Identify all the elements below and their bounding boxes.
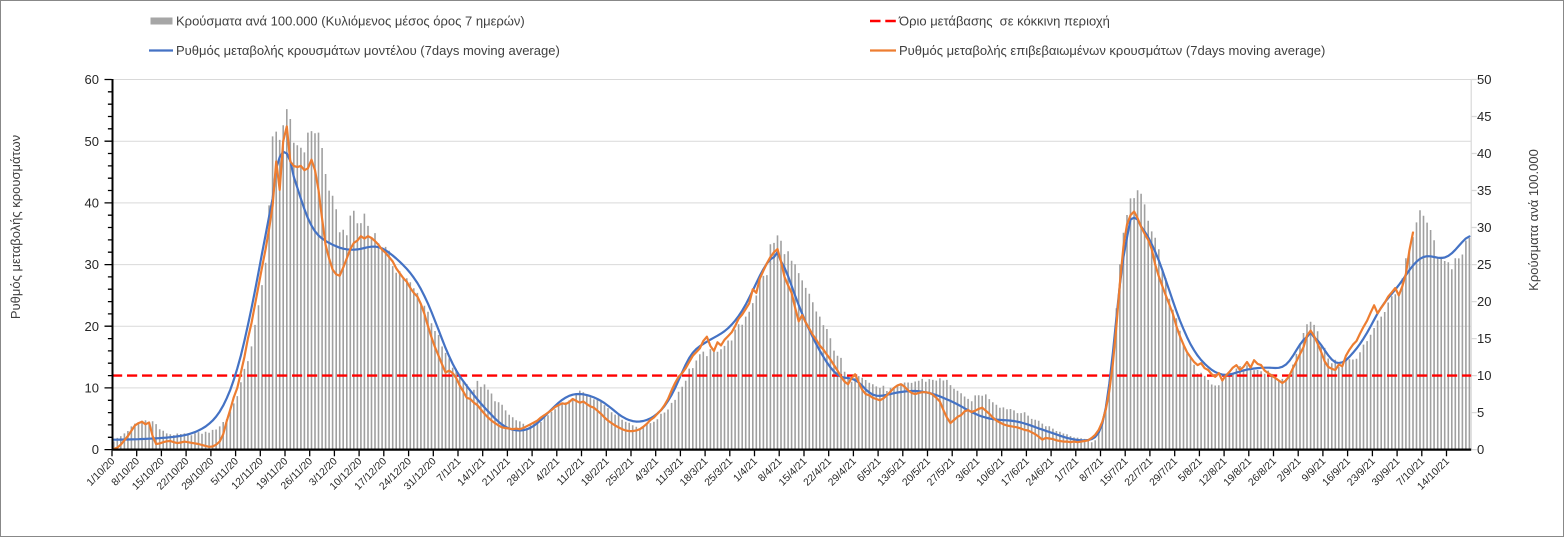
svg-text:45: 45	[1477, 109, 1491, 124]
svg-text:25: 25	[1477, 257, 1491, 272]
svg-text:30: 30	[85, 257, 99, 272]
svg-text:0: 0	[1477, 442, 1484, 457]
svg-text:29/4/21: 29/4/21	[827, 456, 859, 488]
svg-text:20: 20	[85, 319, 99, 334]
svg-text:25/2/21: 25/2/21	[604, 456, 636, 488]
svg-text:Κρούσματα ανά 100.000: Κρούσματα ανά 100.000	[1526, 149, 1541, 291]
svg-text:15: 15	[1477, 331, 1491, 346]
svg-text:50: 50	[1477, 72, 1491, 87]
svg-text:27/5/21: 27/5/21	[925, 456, 957, 488]
svg-text:24/6/21: 24/6/21	[1024, 456, 1056, 488]
svg-text:28/1/21: 28/1/21	[505, 456, 537, 488]
svg-text:40: 40	[85, 196, 99, 211]
svg-text:Ρυθμός μεταβολής κρουσμάτων: Ρυθμός μεταβολής κρουσμάτων	[8, 135, 23, 319]
svg-text:Κρούσματα ανά 100.000 (Κυλιόμε: Κρούσματα ανά 100.000 (Κυλιόμενος μέσος …	[176, 14, 525, 29]
svg-text:60: 60	[85, 72, 99, 87]
svg-text:2/9/21: 2/9/21	[1275, 456, 1303, 484]
svg-text:Όριο μετάβασης σε κόκκινη περ: Όριο μετάβασης σε κόκκινη περιοχή	[898, 14, 1110, 29]
svg-text:1/7/21: 1/7/21	[1053, 456, 1081, 484]
svg-text:30: 30	[1477, 220, 1491, 235]
svg-text:26/8/21: 26/8/21	[1247, 456, 1279, 488]
svg-text:29/7/21: 29/7/21	[1148, 456, 1180, 488]
svg-text:40: 40	[1477, 146, 1491, 161]
svg-text:Ρυθμός μεταβολής κρουσμάτων μο: Ρυθμός μεταβολής κρουσμάτων μοντέλου (7d…	[176, 43, 560, 58]
svg-text:1/4/21: 1/4/21	[732, 456, 760, 484]
svg-text:Ρυθμός μεταβολής επιβεβαιωμένω: Ρυθμός μεταβολής επιβεβαιωμένων κρουσμάτ…	[899, 43, 1325, 58]
svg-text:25/3/21: 25/3/21	[703, 456, 735, 488]
svg-text:20: 20	[1477, 294, 1491, 309]
svg-text:35: 35	[1477, 183, 1491, 198]
svg-text:0: 0	[92, 442, 99, 457]
svg-text:50: 50	[85, 134, 99, 149]
svg-text:10: 10	[85, 381, 99, 396]
svg-text:10: 10	[1477, 368, 1491, 383]
svg-text:5: 5	[1477, 405, 1484, 420]
